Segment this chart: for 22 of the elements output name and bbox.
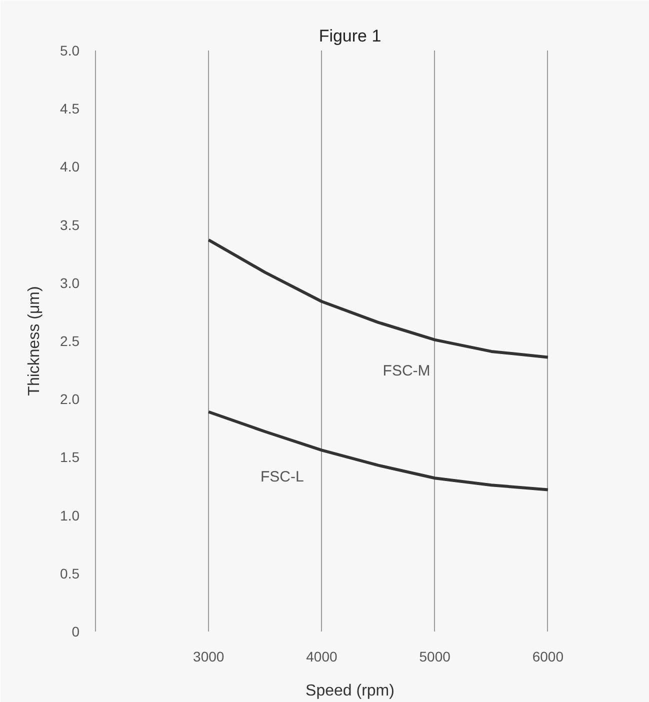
y-tick-label: 1.5 xyxy=(60,449,80,466)
y-tick-label: 2.0 xyxy=(60,391,80,408)
x-tick-label: 6000 xyxy=(532,648,564,664)
y-tick-label: 1.0 xyxy=(60,507,80,524)
y-tick-label: 5.0 xyxy=(60,42,80,58)
x-axis-title: Speed (rpm) xyxy=(306,682,394,700)
chart-title: Figure 1 xyxy=(318,26,382,46)
y-axis-title: Thickness (μm) xyxy=(26,286,44,396)
y-tick-label: 3.0 xyxy=(60,274,80,291)
x-tick-label: 5000 xyxy=(419,648,451,664)
y-tick-label: 0.5 xyxy=(60,565,80,582)
x-tick-label: 4000 xyxy=(306,648,338,664)
series-label: FSC-M xyxy=(382,362,430,380)
y-tick-label: 4.0 xyxy=(60,158,80,175)
y-tick-label: 4.5 xyxy=(60,100,80,117)
line-series xyxy=(207,238,550,359)
y-tick-label: 3.5 xyxy=(60,216,80,233)
line-series xyxy=(207,410,550,492)
series-label: FSC-L xyxy=(260,468,304,486)
y-tick-label: 2.5 xyxy=(60,333,80,349)
y-tick-label: 0 xyxy=(72,624,80,640)
x-tick-label: 3000 xyxy=(193,648,224,664)
